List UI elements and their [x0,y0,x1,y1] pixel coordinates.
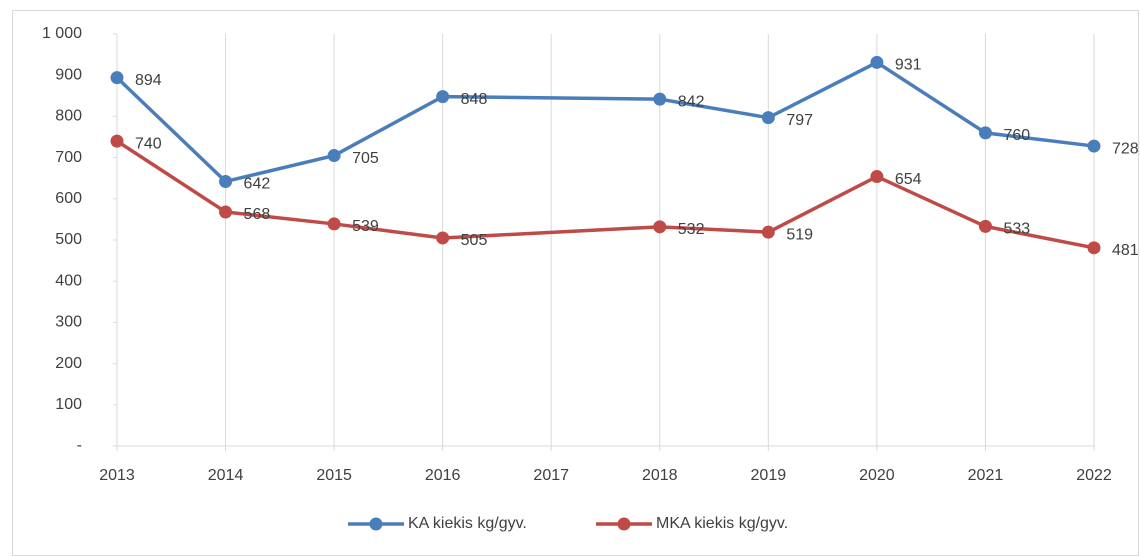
x-tick-label: 2021 [968,467,1004,484]
y-tick-label: 900 [55,66,82,83]
marker [870,170,884,184]
x-tick-label: 2022 [1076,467,1112,484]
y-tick-label: 400 [55,272,82,289]
y-tick-label: 800 [55,108,82,125]
marker [870,55,884,69]
y-tick-label: 300 [55,314,82,331]
data-label: 894 [135,72,162,89]
chart-frame [12,10,1139,556]
marker [436,231,450,245]
marker [653,92,667,106]
y-tick-label: - [77,437,82,454]
data-label: 705 [352,150,379,167]
marker [1087,241,1101,255]
y-tick-label: 100 [55,396,82,413]
data-label: 760 [1003,127,1030,144]
marker [436,90,450,104]
y-tick-label: 200 [55,355,82,372]
x-tick-label: 2016 [425,467,461,484]
legend-label: KA kiekis kg/gyv. [408,515,527,532]
data-label: 539 [352,218,379,235]
marker [978,219,992,233]
marker [761,225,775,239]
data-label: 519 [786,226,813,243]
x-tick-label: 2015 [316,467,352,484]
data-label: 842 [678,93,705,110]
data-label: 533 [1003,221,1030,238]
marker [761,111,775,125]
legend-label: MKA kiekis kg/gyv. [656,515,788,532]
marker [978,126,992,140]
marker [219,205,233,219]
y-tick-label: 700 [55,149,82,166]
data-label: 848 [461,91,488,108]
marker [110,71,124,85]
marker [327,149,341,163]
legend-marker [369,517,383,531]
data-label: 931 [895,57,922,74]
y-tick-label: 500 [55,231,82,248]
data-label: 654 [895,171,922,188]
x-tick-label: 2020 [859,467,895,484]
data-label: 740 [135,135,162,152]
x-tick-label: 2013 [99,467,135,484]
marker [653,220,667,234]
data-label: 568 [244,206,271,223]
marker [110,134,124,148]
data-label: 481 [1112,242,1139,259]
y-tick-label: 600 [55,190,82,207]
x-tick-label: 2018 [642,467,678,484]
data-label: 797 [786,112,813,129]
y-tick-label: 1 000 [42,25,82,42]
marker [1087,139,1101,153]
marker [219,174,233,188]
marker [327,217,341,231]
x-tick-label: 2017 [533,467,569,484]
data-label: 532 [678,221,705,238]
x-tick-label: 2019 [751,467,787,484]
data-label: 505 [461,232,488,249]
data-label: 728 [1112,140,1139,157]
legend-marker [617,517,631,531]
x-tick-label: 2014 [208,467,244,484]
data-label: 642 [244,176,271,193]
